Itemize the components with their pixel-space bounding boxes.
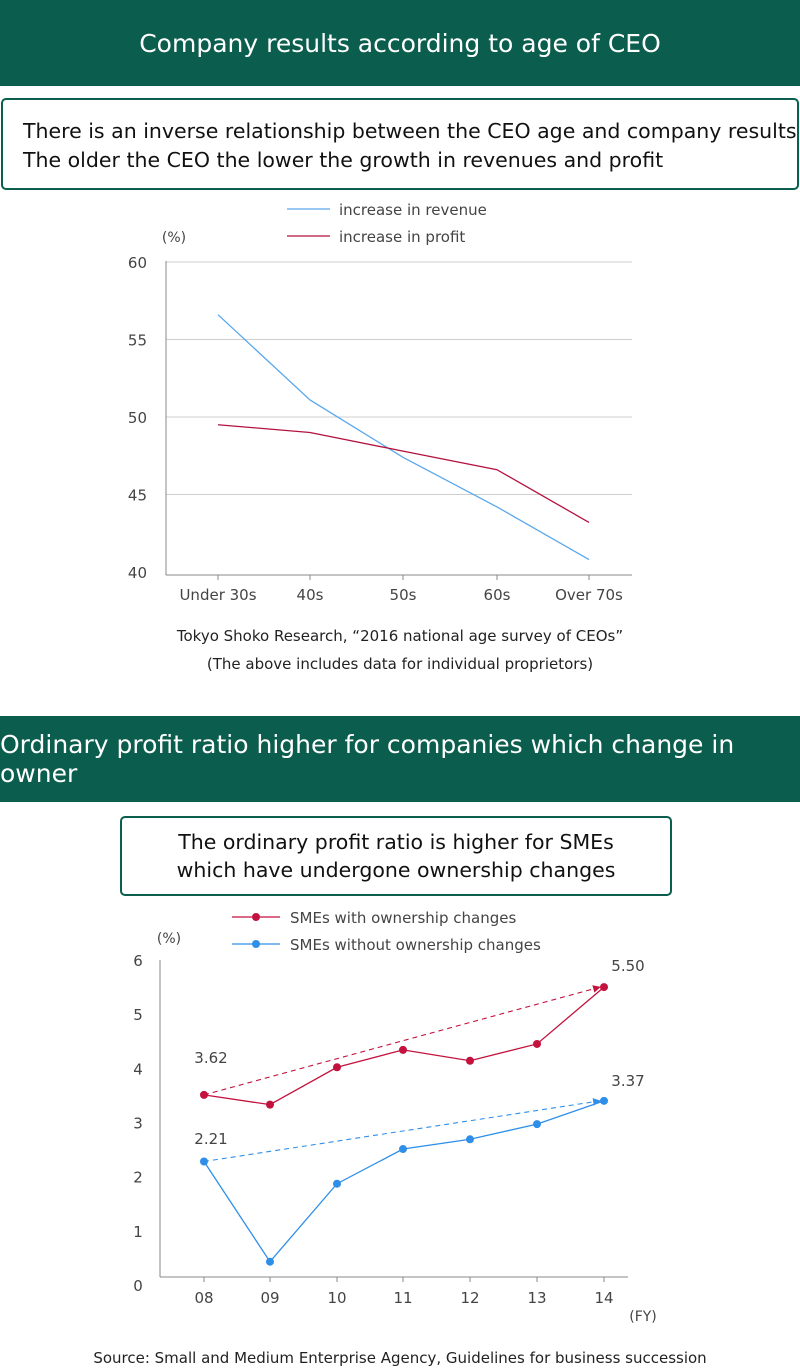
section2-source: Source: Small and Medium Enterprise Agen… [93, 1349, 707, 1367]
with-changes-line [203, 986, 605, 1106]
chart1-x-tick-label: Over 70s [555, 586, 623, 604]
ceo-age-chart: 40 45 50 55 60 Under 30s 40s 50s 60s Over 70s (%… [128, 201, 632, 604]
chart1-gridlines [166, 261, 632, 495]
chart1-y-tick-label: 50 [128, 409, 147, 427]
annotation-with-start: 3.62 [194, 1049, 227, 1067]
revenue-line [217, 314, 590, 561]
annotation-with-end: 5.50 [611, 957, 644, 975]
chart2-y-ticks: 0 1 2 3 4 5 6 [133, 952, 143, 1295]
chart2-x-tick-label: 10 [327, 1289, 346, 1307]
chart2-series [200, 983, 608, 1266]
legend-revenue-label: increase in revenue [339, 201, 487, 219]
annotation-without-end: 3.37 [611, 1072, 644, 1090]
chart1-x-ticks: Under 30s 40s 50s 60s Over 70s [179, 575, 623, 604]
section1-title: Company results according to age of CEO [139, 28, 661, 58]
chart2-trend-arrows [203, 985, 601, 1163]
chart2-unit-label: (%) [157, 931, 181, 947]
without-changes-trend-arrow [203, 1098, 601, 1163]
without-changes-point [533, 1120, 541, 1129]
chart1-y-ticks: 40 45 50 55 60 [128, 254, 147, 582]
chart1-y-tick-label: 60 [128, 254, 147, 272]
chart2-x-tick-label: 09 [260, 1289, 279, 1307]
with-changes-point [600, 983, 608, 992]
without-changes-point [266, 1257, 274, 1266]
chart2-x-tick-label: 11 [393, 1289, 412, 1307]
chart1-x-tick-label: 40s [297, 586, 324, 604]
chart1-series [217, 314, 590, 561]
legend-with-changes-marker [252, 913, 260, 921]
chart2-x-unit-label: (FY) [629, 1309, 657, 1325]
chart2-y-tick-label: 0 [133, 1277, 143, 1295]
chart2-x-tick-label: 14 [594, 1289, 613, 1307]
section2-callout-line1: The ordinary profit ratio is higher for … [178, 830, 614, 854]
with-changes-point [466, 1056, 474, 1065]
chart2-y-tick-label: 6 [133, 952, 143, 970]
chart2-y-tick-label: 5 [133, 1006, 143, 1024]
section1-source: Tokyo Shoko Research, “2016 national age… [176, 627, 624, 645]
with-changes-trend-arrow [203, 985, 601, 1096]
chart2-x-ticks: 08 09 10 11 12 13 14 [194, 1277, 614, 1307]
section2-banner: Ordinary profit ratio higher for compani… [0, 716, 800, 802]
with-changes-point [266, 1100, 274, 1109]
with-changes-point [533, 1039, 541, 1048]
legend-without-changes-label: SMEs without ownership changes [290, 936, 541, 954]
chart1-x-tick-label: 50s [390, 586, 417, 604]
without-changes-point [466, 1135, 474, 1144]
with-changes-point [333, 1063, 341, 1072]
section2-title: Ordinary profit ratio higher for compani… [0, 730, 735, 788]
chart1-x-tick-label: Under 30s [179, 586, 256, 604]
annotation-without-start: 2.21 [194, 1130, 227, 1148]
legend-profit-label: increase in profit [339, 228, 465, 246]
chart2-x-tick-label: 13 [527, 1289, 546, 1307]
chart2-y-tick-label: 1 [133, 1223, 143, 1241]
with-changes-point [399, 1045, 407, 1054]
without-changes-point [200, 1157, 208, 1166]
chart2-y-tick-label: 3 [133, 1115, 143, 1133]
chart1-unit-label: (%) [162, 230, 186, 246]
chart1-y-tick-label: 45 [128, 487, 147, 505]
chart1-x-tick-label: 60s [484, 586, 511, 604]
without-changes-point [399, 1145, 407, 1154]
legend-with-changes-label: SMEs with ownership changes [290, 909, 516, 927]
section1-banner: Company results according to age of CEO [0, 0, 800, 86]
chart2-y-tick-label: 2 [133, 1169, 143, 1187]
chart1-y-tick-label: 55 [128, 332, 147, 350]
section1-source-note: (The above includes data for individual … [206, 655, 594, 673]
chart2-x-tick-label: 12 [460, 1289, 479, 1307]
section1-callout-line1: There is an inverse relationship between… [23, 119, 797, 143]
profit-line [217, 424, 590, 523]
section1-callout-line2: The older the CEO the lower the growth i… [23, 148, 664, 172]
chart1-y-tick-label: 40 [128, 564, 147, 582]
without-changes-point [333, 1179, 341, 1188]
legend-without-changes-marker [252, 940, 260, 948]
with-changes-point [200, 1090, 208, 1099]
chart2-y-tick-label: 4 [133, 1060, 143, 1078]
section2-callout-line2: which have undergone ownership changes [176, 858, 616, 882]
section2-callout: The ordinary profit ratio is higher for … [120, 816, 672, 896]
without-changes-line [203, 1100, 605, 1263]
section1-callout: There is an inverse relationship between… [1, 98, 799, 190]
chart2-x-tick-label: 08 [194, 1289, 213, 1307]
without-changes-point [600, 1096, 608, 1105]
